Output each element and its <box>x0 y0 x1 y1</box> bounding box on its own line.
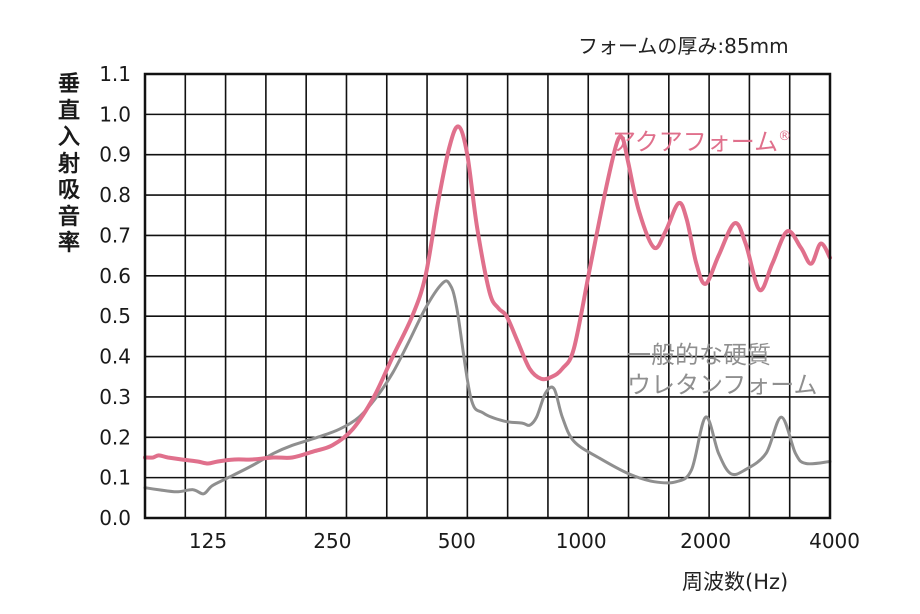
y-tick-label: 0.0 <box>99 506 131 530</box>
series-line-urethane <box>143 279 832 496</box>
y-axis-label-char: 音 <box>57 204 80 230</box>
y-tick-label: 0.5 <box>99 304 131 328</box>
y-tick-label: 0.6 <box>99 264 131 288</box>
y-tick-label: 0.4 <box>99 345 131 369</box>
y-axis-label-char: 入 <box>57 125 80 150</box>
y-tick-labels: 0.0 0.1 0.2 0.3 0.4 0.5 0.6 0.7 0.8 0.9 1.0 1.1 <box>99 62 131 530</box>
x-tick-label: 125 <box>189 529 227 553</box>
y-tick-label: 1.1 <box>99 62 131 86</box>
series-label-urethane-line2: ウレタンフォーム <box>627 371 818 399</box>
y-tick-label: 0.7 <box>99 223 131 247</box>
y-axis-label-char: 直 <box>57 98 80 124</box>
series-label-urethane-line1: 一般的な硬質 <box>627 341 771 369</box>
y-tick-label: 0.3 <box>99 385 131 409</box>
x-tick-label: 500 <box>438 529 476 553</box>
y-tick-label: 0.2 <box>99 425 131 449</box>
x-tick-label: 4000 <box>809 529 860 553</box>
y-axis-label-char: 射 <box>57 151 80 177</box>
y-tick-label: 0.9 <box>99 143 131 167</box>
chart-subtitle: フォームの厚み:85mm <box>578 34 789 58</box>
y-axis-label: 垂直入射吸音率 <box>56 72 82 258</box>
y-axis-label-char: 垂 <box>57 72 80 97</box>
x-tick-label: 1000 <box>556 529 607 553</box>
series-label-aqua: アクアフォーム® <box>612 128 791 156</box>
plot-frame <box>143 72 832 520</box>
registered-mark: ® <box>778 129 791 144</box>
y-tick-label: 0.1 <box>99 466 131 490</box>
chart-series <box>143 124 832 496</box>
y-tick-label: 0.8 <box>99 183 131 207</box>
x-tick-label: 250 <box>313 529 351 553</box>
series-labels: アクアフォーム® 一般的な硬質 ウレタンフォーム <box>612 128 818 399</box>
x-tick-labels: 125 250 500 1000 2000 4000 <box>189 529 860 553</box>
x-axis-label: 周波数(Hz) <box>682 570 789 594</box>
y-tick-label: 1.0 <box>99 102 131 126</box>
x-tick-label: 2000 <box>680 529 731 553</box>
y-axis-label-char: 吸 <box>57 178 80 203</box>
series-line-aqua <box>143 124 832 466</box>
y-axis-label-char: 率 <box>57 231 80 256</box>
